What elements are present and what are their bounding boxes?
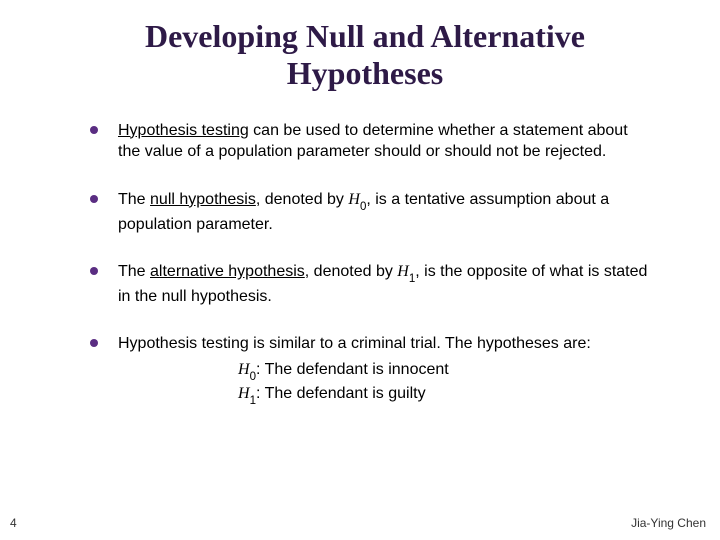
bullet-item: Hypothesis testing is similar to a crimi… bbox=[90, 333, 650, 407]
bullet-underlined: null hypothesis bbox=[150, 191, 256, 208]
footer-author: Jia-Ying Chen bbox=[631, 516, 706, 530]
sub-line: H1: The defendant is guilty bbox=[238, 383, 650, 407]
sub-line-text: : The defendant is guilty bbox=[256, 385, 426, 402]
symbol-base: H bbox=[238, 361, 250, 378]
symbol-sub: 1 bbox=[250, 395, 256, 407]
bullet-text-post-before: , denoted by bbox=[256, 191, 349, 208]
bullet-item: The alternative hypothesis, denoted by H… bbox=[90, 261, 650, 307]
bullet-underlined: Hypothesis testing bbox=[118, 122, 249, 139]
bullet-text: Hypothesis testing is similar to a crimi… bbox=[118, 335, 591, 352]
symbol-base: H bbox=[238, 385, 250, 402]
symbol-sub: 0 bbox=[250, 371, 256, 383]
symbol-base: H bbox=[348, 191, 360, 208]
page-number: 4 bbox=[10, 516, 17, 530]
bullet-underlined: alternative hypothesis bbox=[150, 263, 305, 280]
sub-line-text: : The defendant is innocent bbox=[256, 361, 449, 378]
slide-title: Developing Null and Alternative Hypothes… bbox=[60, 18, 670, 92]
bullet-text-pre: The bbox=[118, 191, 150, 208]
bullet-text-pre: The bbox=[118, 263, 150, 280]
slide: Developing Null and Alternative Hypothes… bbox=[0, 0, 720, 540]
symbol-sub: 1 bbox=[409, 273, 415, 285]
symbol-base: H bbox=[397, 263, 409, 280]
symbol-sub: 0 bbox=[360, 201, 366, 213]
sub-line: H0: The defendant is innocent bbox=[238, 359, 650, 383]
bullet-list: Hypothesis testing can be used to determ… bbox=[60, 120, 670, 408]
bullet-item: The null hypothesis, denoted by H0, is a… bbox=[90, 189, 650, 235]
sub-block: H0: The defendant is innocent H1: The de… bbox=[118, 359, 650, 408]
bullet-item: Hypothesis testing can be used to determ… bbox=[90, 120, 650, 163]
bullet-text-post-before: , denoted by bbox=[305, 263, 398, 280]
